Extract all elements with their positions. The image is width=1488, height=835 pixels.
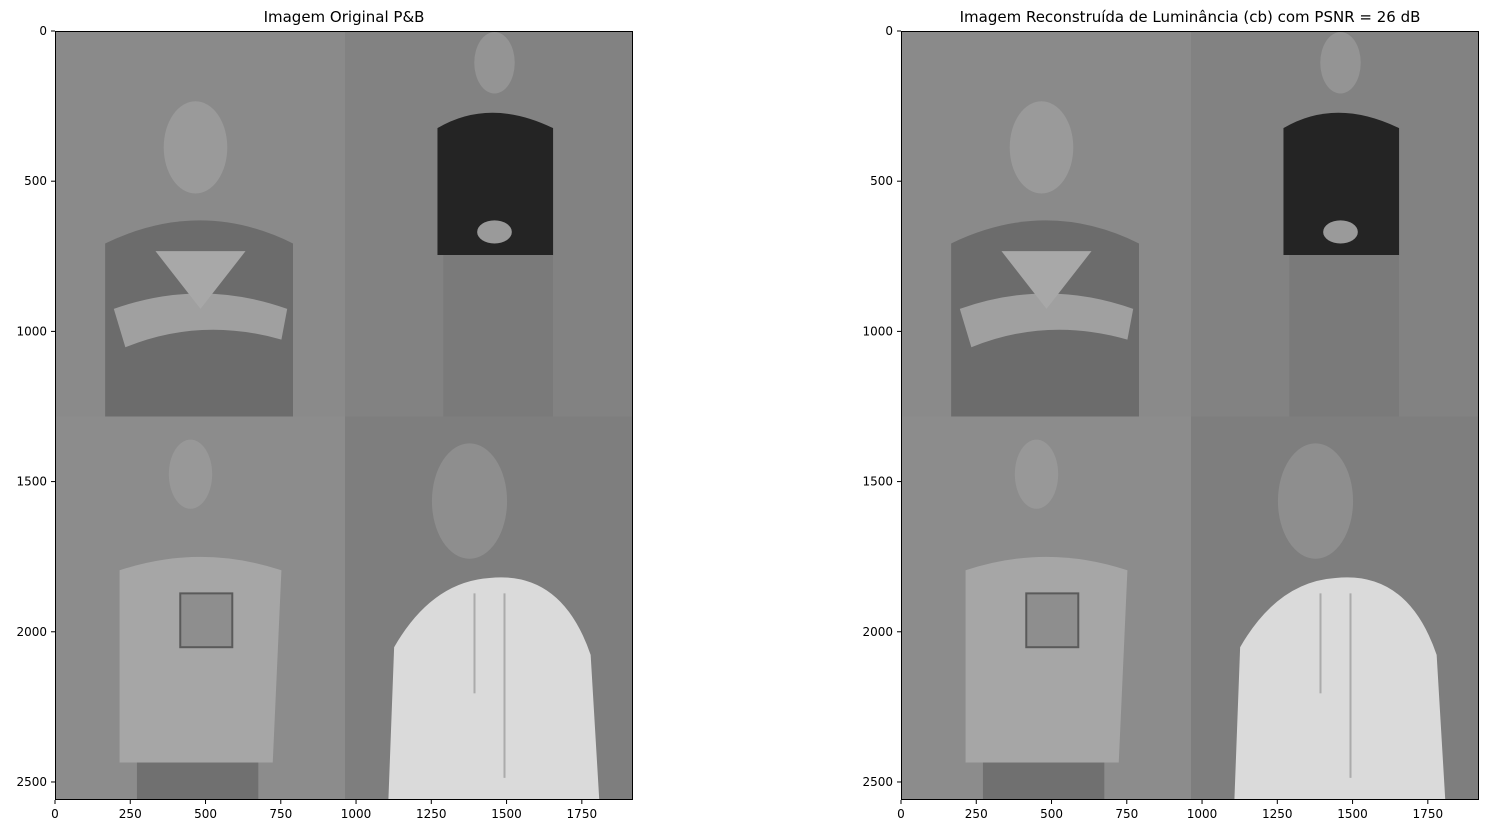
head — [1009, 101, 1074, 194]
head — [1014, 439, 1059, 509]
head — [431, 443, 508, 559]
x-tick-label: 750 — [269, 807, 292, 821]
legs — [136, 762, 259, 799]
hands — [477, 220, 512, 244]
head — [1320, 32, 1361, 94]
logo — [155, 251, 246, 309]
figure-bottom-right — [1234, 443, 1446, 799]
torso — [1283, 112, 1400, 256]
legs — [1289, 255, 1400, 417]
quadrant-top-right — [1191, 32, 1478, 417]
quadrant-bottom-right — [1191, 416, 1478, 799]
x-tick-label: 1000 — [341, 807, 372, 821]
x-tick-label: 1000 — [1187, 807, 1218, 821]
quadrant-bottom-right — [345, 416, 632, 799]
quadrant-top-left — [902, 32, 1191, 417]
figure-top-right — [437, 32, 554, 417]
logo — [179, 592, 234, 649]
hands — [1323, 220, 1358, 244]
image-frame — [55, 31, 633, 800]
head — [474, 32, 515, 94]
x-tick-label: 1500 — [1337, 807, 1368, 821]
head — [1277, 443, 1354, 559]
panel-title: Imagem Original P&B — [263, 8, 425, 26]
x-tick-label: 1250 — [1262, 807, 1293, 821]
quadrant-bottom-left — [902, 416, 1191, 799]
y-tick-label: 2500 — [862, 775, 893, 789]
y-tick-label: 0 — [39, 24, 47, 38]
x-tick-label: 1750 — [567, 807, 598, 821]
y-tick-label: 1500 — [16, 475, 47, 489]
arms — [113, 293, 288, 348]
y-tick-label: 500 — [870, 174, 893, 188]
x-tick-label: 250 — [119, 807, 142, 821]
x-tick-label: 500 — [1040, 807, 1063, 821]
x-tick-label: 1500 — [491, 807, 522, 821]
hoodie — [388, 577, 600, 799]
x-tick-label: 1750 — [1413, 807, 1444, 821]
image-content — [902, 32, 1478, 799]
y-tick-label: 2000 — [862, 625, 893, 639]
figure-bottom-left — [119, 439, 282, 799]
x-tick-label: 750 — [1115, 807, 1138, 821]
figure-top-left — [951, 101, 1139, 417]
logo — [1025, 592, 1080, 649]
y-tick-label: 1500 — [862, 475, 893, 489]
x-tick-label: 0 — [897, 807, 905, 821]
legs — [443, 255, 554, 417]
quadrant-top-right — [345, 32, 632, 417]
torso — [965, 556, 1128, 763]
image-frame — [901, 31, 1479, 800]
figure-bottom-right — [388, 443, 600, 799]
y-tick-label: 1000 — [862, 324, 893, 338]
figure-top-right — [1283, 32, 1400, 417]
arms — [959, 293, 1134, 348]
y-tick-label: 0 — [885, 24, 893, 38]
head — [163, 101, 228, 194]
quadrant-top-left — [56, 32, 345, 417]
x-tick-label: 0 — [51, 807, 59, 821]
figure-top-left — [105, 101, 293, 417]
hoodie — [1234, 577, 1446, 799]
legs — [982, 762, 1105, 799]
image-content — [56, 32, 632, 799]
y-tick-label: 2000 — [16, 625, 47, 639]
y-tick-label: 2500 — [16, 775, 47, 789]
torso — [437, 112, 554, 256]
x-tick-label: 500 — [194, 807, 217, 821]
y-tick-label: 1000 — [16, 324, 47, 338]
torso — [119, 556, 282, 763]
quadrant-bottom-left — [56, 416, 345, 799]
x-tick-label: 250 — [965, 807, 988, 821]
panel-title: Imagem Reconstruída de Luminância (cb) c… — [959, 8, 1421, 26]
head — [168, 439, 213, 509]
x-tick-label: 1250 — [416, 807, 447, 821]
figure-bottom-left — [965, 439, 1128, 799]
y-tick-label: 500 — [24, 174, 47, 188]
logo — [1001, 251, 1092, 309]
